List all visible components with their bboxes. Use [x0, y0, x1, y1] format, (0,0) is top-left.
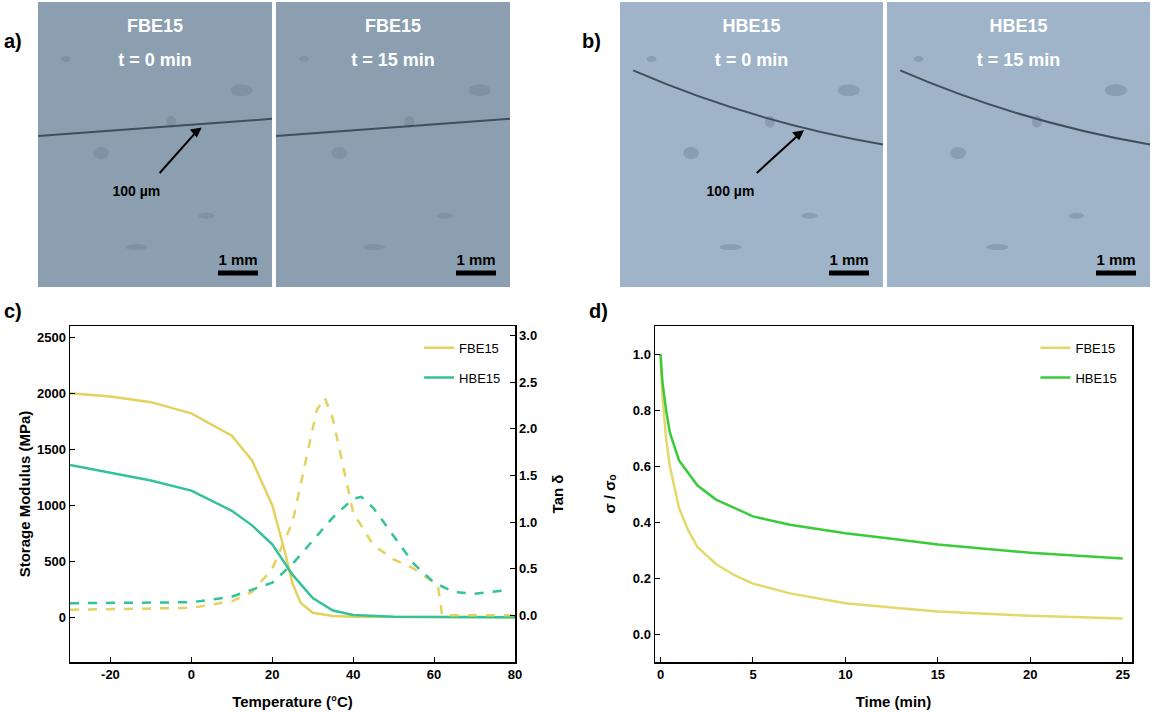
svg-text:FBE15: FBE15: [365, 16, 421, 36]
svg-text:500: 500: [44, 554, 66, 569]
svg-text:1.0: 1.0: [633, 347, 651, 362]
svg-text:2.5: 2.5: [519, 375, 537, 390]
svg-text:20: 20: [265, 667, 279, 682]
svg-text:3.0: 3.0: [519, 328, 537, 343]
svg-text:0: 0: [657, 667, 664, 682]
svg-text:100 µm: 100 µm: [112, 183, 160, 199]
svg-text:σ / σₒ: σ / σₒ: [601, 474, 618, 513]
svg-text:HBE15: HBE15: [459, 371, 500, 386]
svg-text:0: 0: [59, 610, 66, 625]
svg-text:t = 0 min: t = 0 min: [118, 50, 192, 70]
svg-text:1500: 1500: [37, 442, 66, 457]
svg-text:5: 5: [749, 667, 756, 682]
svg-text:2000: 2000: [37, 386, 66, 401]
svg-text:t = 0 min: t = 0 min: [715, 50, 789, 70]
svg-text:0.8: 0.8: [633, 403, 651, 418]
svg-text:t = 15 min: t = 15 min: [351, 50, 435, 70]
svg-text:10: 10: [838, 667, 852, 682]
svg-text:-20: -20: [101, 667, 120, 682]
svg-text:b): b): [582, 30, 601, 52]
svg-text:40: 40: [346, 667, 360, 682]
svg-text:HBE15: HBE15: [722, 16, 780, 36]
html-text:c): c): [4, 300, 22, 322]
svg-text:1.0: 1.0: [519, 515, 537, 530]
svg-text:0.6: 0.6: [633, 459, 651, 474]
svg-text:0.4: 0.4: [633, 515, 652, 530]
svg-text:1 mm: 1 mm: [829, 251, 868, 268]
svg-text:1.5: 1.5: [519, 468, 537, 483]
svg-text:Tan δ: Tan δ: [549, 475, 566, 514]
svg-text:0.0: 0.0: [519, 608, 537, 623]
svg-text:HBE15: HBE15: [989, 16, 1047, 36]
svg-text:HBE15: HBE15: [1075, 371, 1116, 386]
svg-text:0.0: 0.0: [633, 627, 651, 642]
svg-text:1 mm: 1 mm: [1096, 251, 1135, 268]
svg-text:1000: 1000: [37, 498, 66, 513]
svg-text:Temperature (°C): Temperature (°C): [232, 693, 353, 710]
svg-text:Time (min): Time (min): [856, 693, 932, 710]
svg-text:1 mm: 1 mm: [456, 251, 495, 268]
svg-text:0.5: 0.5: [519, 561, 537, 576]
svg-text:FBE15: FBE15: [127, 16, 183, 36]
svg-text:100 µm: 100 µm: [707, 183, 755, 199]
svg-text:20: 20: [1023, 667, 1037, 682]
svg-text:t = 15 min: t = 15 min: [977, 50, 1061, 70]
svg-text:FBE15: FBE15: [459, 341, 499, 356]
svg-text:15: 15: [931, 667, 945, 682]
svg-text:0: 0: [188, 667, 195, 682]
svg-text:a): a): [4, 30, 22, 52]
svg-text:FBE15: FBE15: [1075, 341, 1115, 356]
svg-text:1 mm: 1 mm: [218, 251, 257, 268]
svg-text:2.0: 2.0: [519, 421, 537, 436]
svg-text:2500: 2500: [37, 330, 66, 345]
svg-text:0.2: 0.2: [633, 571, 651, 586]
html-text:d): d): [589, 300, 608, 322]
svg-text:Storage Modulus (MPa): Storage Modulus (MPa): [16, 411, 33, 578]
svg-text:25: 25: [1116, 667, 1130, 682]
svg-text:80: 80: [508, 667, 522, 682]
svg-text:60: 60: [427, 667, 441, 682]
